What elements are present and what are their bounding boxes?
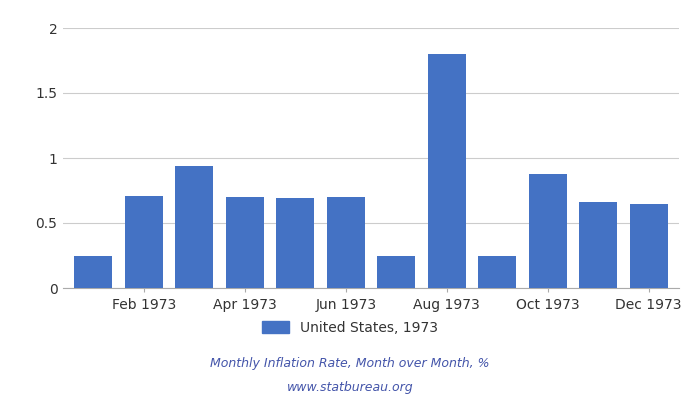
Bar <box>276 198 314 288</box>
Bar <box>175 166 214 288</box>
Text: www.statbureau.org: www.statbureau.org <box>287 382 413 394</box>
Bar <box>125 196 162 288</box>
Bar <box>74 256 112 288</box>
Bar <box>226 197 264 288</box>
Bar <box>478 256 516 288</box>
Bar <box>377 256 415 288</box>
Bar <box>580 202 617 288</box>
Bar <box>327 197 365 288</box>
Text: Monthly Inflation Rate, Month over Month, %: Monthly Inflation Rate, Month over Month… <box>210 358 490 370</box>
Bar <box>428 54 466 288</box>
Bar <box>528 174 567 288</box>
Legend: United States, 1973: United States, 1973 <box>256 315 444 340</box>
Bar <box>630 204 668 288</box>
